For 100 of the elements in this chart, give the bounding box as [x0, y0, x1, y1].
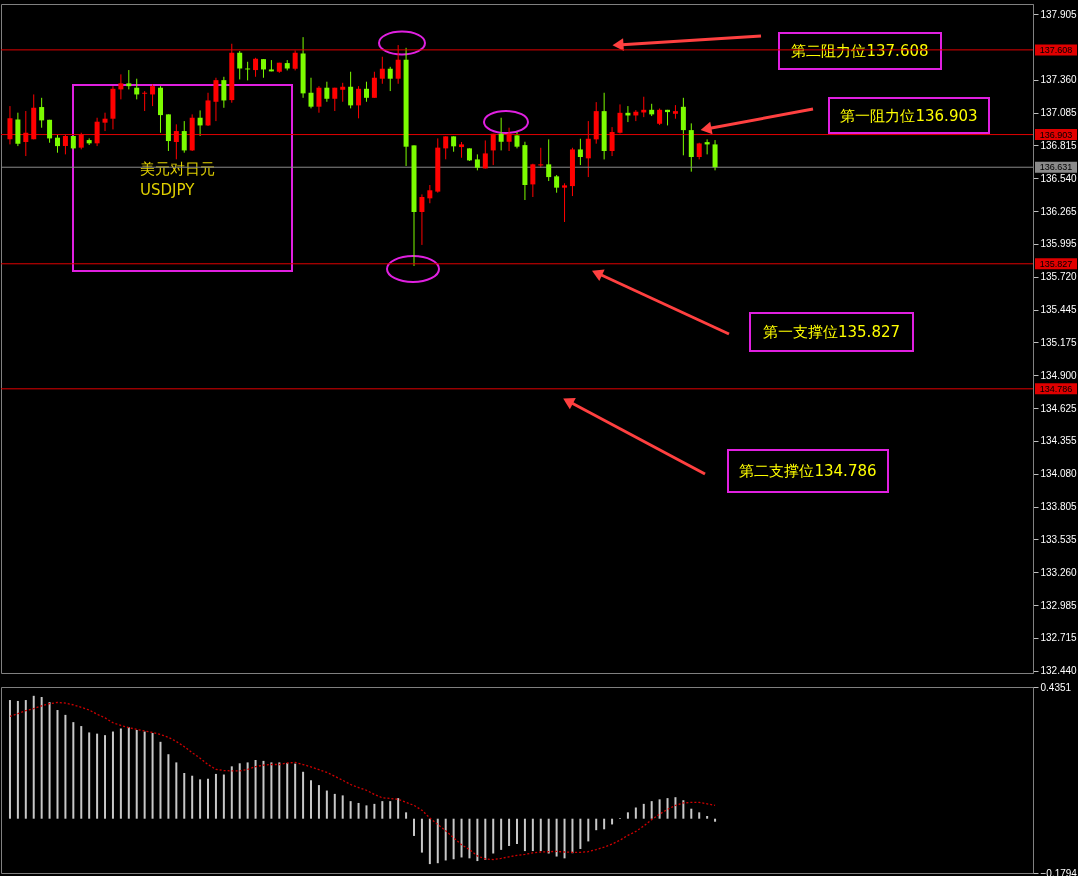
- ref-line-label: 136.903: [1039, 129, 1073, 140]
- bar: [714, 818, 717, 822]
- annotation: 第一支撑位135.827: [762, 323, 901, 341]
- y-tick-label: 134.355: [1040, 435, 1078, 447]
- candlestick: [546, 138, 552, 182]
- bar: [151, 733, 154, 819]
- bar: [484, 818, 487, 860]
- y-tick-label: 134.900: [1040, 369, 1078, 381]
- bar: [333, 793, 336, 819]
- annotation: 第二支撑位134.786: [739, 462, 877, 480]
- y-tick-label: 132.440: [1040, 665, 1078, 677]
- y-tick-label: 137.085: [1040, 107, 1078, 119]
- candlestick: [387, 66, 393, 92]
- candlestick: [348, 71, 354, 109]
- candlestick: [395, 44, 401, 85]
- candlestick: [609, 126, 615, 157]
- bar: [539, 818, 542, 852]
- bar: [207, 778, 210, 819]
- candlestick: [150, 83, 156, 107]
- y-tick-label: 134.625: [1040, 402, 1078, 414]
- candlestick: [530, 163, 536, 198]
- bar: [674, 797, 677, 819]
- ref-line-label: 137.608: [1039, 44, 1073, 55]
- ref-line-label: 135.827: [1039, 258, 1073, 269]
- bar: [634, 807, 637, 819]
- candlestick: [427, 184, 433, 204]
- candlestick: [371, 71, 377, 99]
- candlestick: [490, 133, 496, 166]
- candlestick: [237, 50, 243, 80]
- candlestick: [102, 112, 108, 132]
- bar: [16, 700, 19, 819]
- bar: [88, 732, 91, 819]
- bar: [595, 818, 598, 831]
- bar: [603, 818, 606, 830]
- bar: [547, 818, 550, 854]
- bar: [183, 772, 186, 819]
- bar: [72, 722, 75, 819]
- bar: [302, 771, 305, 819]
- candlestick: [142, 90, 148, 112]
- candlestick: [126, 69, 132, 90]
- bar: [8, 700, 11, 819]
- candlestick: [181, 120, 187, 154]
- candlestick: [363, 81, 369, 103]
- bar: [452, 818, 455, 860]
- bar: [381, 801, 384, 819]
- bar: [531, 818, 534, 852]
- annotation: USDJPY: [140, 181, 196, 199]
- candlestick: [221, 76, 227, 109]
- bar: [143, 731, 146, 819]
- bar: [230, 766, 233, 819]
- bar: [508, 818, 511, 846]
- bar: [286, 763, 289, 819]
- candlestick: [562, 182, 568, 223]
- line-series: [9, 701, 716, 861]
- bar: [349, 801, 352, 819]
- candlestick: [419, 193, 425, 246]
- annotation: 第二阻力位137.608: [791, 42, 929, 60]
- bar: [294, 763, 297, 819]
- bar: [492, 818, 495, 854]
- bar: [357, 802, 360, 819]
- candlestick: [506, 127, 512, 152]
- bar: [555, 818, 558, 857]
- bar: [405, 812, 408, 819]
- bar: [420, 818, 423, 853]
- bar: [238, 763, 241, 819]
- candlestick: [55, 133, 60, 154]
- bar: [167, 754, 170, 819]
- bar: [650, 801, 653, 819]
- bar: [214, 773, 217, 819]
- candlestick: [94, 117, 100, 147]
- y-tick-label: 137.905: [1040, 8, 1078, 20]
- bar: [246, 762, 249, 819]
- bar: [24, 700, 27, 819]
- annotation: 美元对日元: [140, 160, 215, 178]
- bar: [690, 808, 693, 819]
- candlestick: [39, 97, 45, 129]
- bar: [191, 775, 194, 819]
- candlestick: [308, 77, 314, 109]
- bar: [262, 760, 265, 819]
- bar: [278, 762, 281, 819]
- y-tick-label: 135.445: [1040, 304, 1078, 316]
- bar: [389, 801, 392, 819]
- bar: [56, 710, 59, 819]
- bar: [32, 695, 35, 819]
- y-tick-label: 135.175: [1040, 336, 1078, 348]
- bar: [80, 726, 83, 819]
- bar: [500, 818, 503, 850]
- candlestick: [704, 138, 710, 155]
- bar: [444, 818, 447, 861]
- y-tick-label: 0.4351: [1040, 681, 1072, 693]
- bar: [666, 798, 669, 819]
- bar: [111, 731, 114, 819]
- y-tick-label: −0.1794: [1040, 867, 1078, 876]
- bar: [341, 795, 344, 819]
- candlestick: [680, 97, 686, 156]
- bar: [413, 818, 416, 836]
- bar: [579, 818, 582, 849]
- bar: [516, 818, 518, 845]
- candlestick: [379, 56, 385, 85]
- bar: [64, 714, 67, 819]
